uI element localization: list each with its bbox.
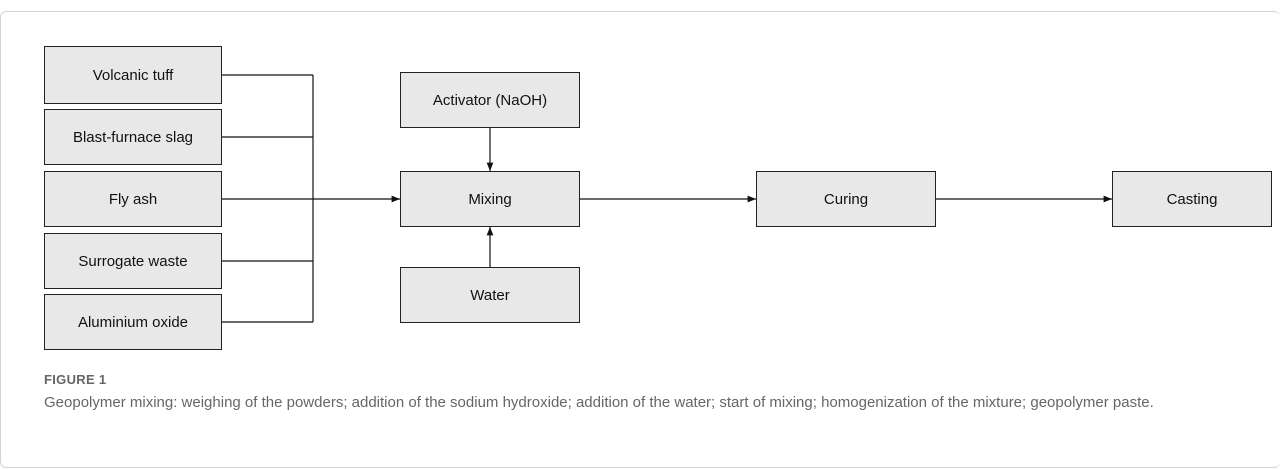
node: Mixing	[400, 171, 580, 227]
node: Surrogate waste	[44, 233, 222, 289]
node: Fly ash	[44, 171, 222, 227]
figure-frame	[0, 11, 1280, 468]
figure-caption: Geopolymer mixing: weighing of the powde…	[44, 394, 1154, 411]
node: Curing	[756, 171, 936, 227]
node: Blast-furnace slag	[44, 109, 222, 165]
node: Volcanic tuff	[44, 46, 222, 104]
node: Water	[400, 267, 580, 323]
figure-label: FIGURE 1	[44, 372, 107, 387]
node: Casting	[1112, 171, 1272, 227]
node: Activator (NaOH)	[400, 72, 580, 128]
node: Aluminium oxide	[44, 294, 222, 350]
